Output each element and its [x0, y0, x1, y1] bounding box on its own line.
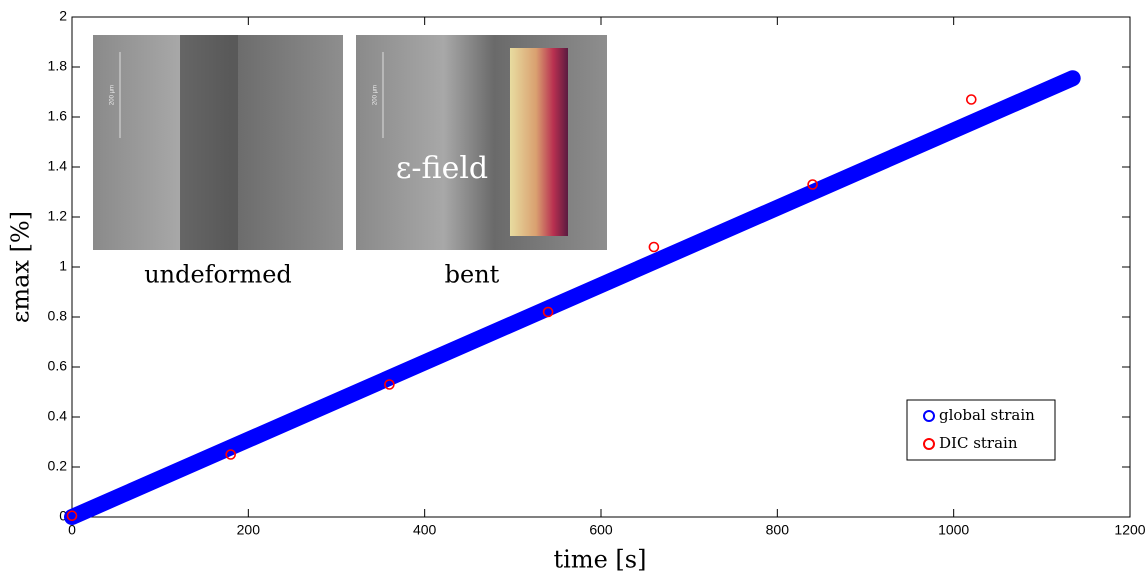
- field-label: ε-field: [396, 151, 488, 186]
- x-tick-label: 600: [589, 522, 613, 538]
- inset-label: bent: [445, 261, 500, 289]
- x-axis-label: time [s]: [554, 546, 647, 574]
- x-tick-label: 400: [413, 522, 437, 538]
- legend-label: DIC strain: [939, 434, 1018, 452]
- y-tick-label: 0.6: [48, 358, 68, 374]
- page: 200 µm 200 µm ε-field undeformed bent ti…: [0, 0, 1148, 575]
- scale-bar-label: 200 µm: [110, 85, 116, 105]
- x-tick-label: 200: [237, 522, 261, 538]
- inset-label: undeformed: [144, 261, 292, 289]
- y-axis-label: εmax [%]: [7, 211, 35, 323]
- y-tick-label: 1.8: [48, 58, 68, 74]
- y-tick-label: 1.2: [48, 208, 68, 224]
- y-tick-label: 1.4: [48, 158, 68, 174]
- x-tick-label: 800: [766, 522, 790, 538]
- y-tick-label: 1.6: [48, 108, 68, 124]
- inset-field: [510, 48, 568, 236]
- y-tick-label: 0.4: [48, 408, 68, 424]
- legend-label: global strain: [939, 406, 1035, 424]
- y-tick-label: 0.8: [48, 308, 68, 324]
- chart: 200 µm 200 µm ε-field undeformed bent ti…: [0, 0, 1148, 575]
- y-tick-label: 1: [59, 258, 67, 274]
- y-tick-label: 0.2: [48, 458, 68, 474]
- scale-bar-label: 200 µm: [373, 85, 379, 105]
- y-tick-label: 2: [59, 8, 67, 24]
- inset-sample: [180, 35, 238, 250]
- x-tick-label: 1000: [938, 522, 969, 538]
- inset-image: [356, 35, 607, 250]
- x-tick-label: 1200: [1114, 522, 1145, 538]
